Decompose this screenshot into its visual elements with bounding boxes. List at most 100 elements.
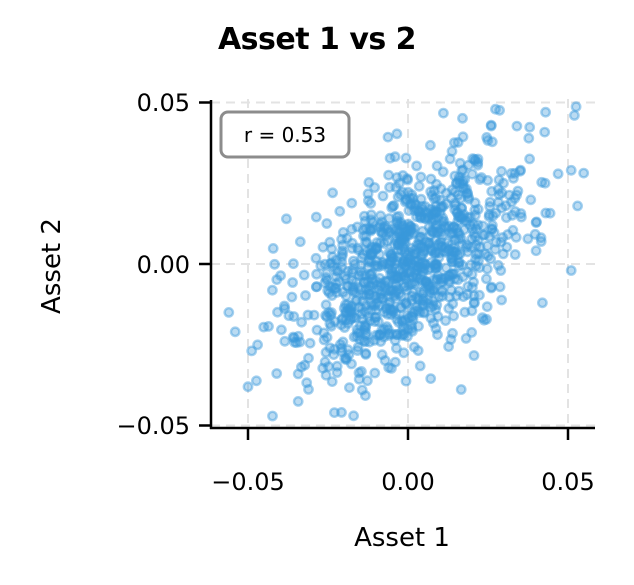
data-point <box>337 239 349 251</box>
data-point <box>456 202 467 214</box>
data-point <box>446 228 458 240</box>
data-point <box>421 207 433 219</box>
data-point <box>408 248 420 260</box>
data-point <box>481 301 493 312</box>
data-point <box>365 209 377 221</box>
data-point <box>356 384 368 396</box>
data-point <box>369 290 380 302</box>
data-point <box>366 249 377 261</box>
data-point <box>373 329 385 341</box>
data-point <box>346 274 358 286</box>
data-point <box>468 227 480 239</box>
data-point <box>466 305 478 317</box>
data-point <box>447 250 458 262</box>
data-point <box>390 278 402 290</box>
data-point <box>334 339 346 350</box>
data-point <box>400 193 412 205</box>
data-point <box>430 200 442 212</box>
data-point <box>435 194 446 206</box>
data-point <box>565 164 577 176</box>
data-point <box>331 286 343 298</box>
data-point <box>432 269 444 281</box>
data-point <box>470 239 482 251</box>
data-point <box>457 271 469 283</box>
data-point <box>360 289 372 301</box>
data-point <box>288 332 300 344</box>
data-point <box>492 183 504 195</box>
data-point <box>449 234 461 245</box>
data-point <box>336 251 348 263</box>
data-point <box>398 232 410 244</box>
data-point <box>345 303 357 315</box>
data-point <box>358 276 370 288</box>
data-point <box>415 231 427 243</box>
data-point <box>453 285 465 297</box>
data-point <box>378 258 389 270</box>
data-point <box>311 281 323 293</box>
data-point <box>509 192 521 204</box>
data-point <box>449 186 461 198</box>
data-point <box>397 316 409 327</box>
data-point <box>405 242 417 254</box>
data-point <box>385 309 397 320</box>
data-point <box>336 256 347 268</box>
data-point <box>469 153 481 165</box>
data-point <box>412 205 424 217</box>
data-point <box>529 228 541 240</box>
data-point <box>417 266 429 278</box>
data-point <box>448 242 460 254</box>
data-point <box>321 331 333 343</box>
data-point <box>388 273 400 285</box>
data-point <box>348 410 359 422</box>
data-point <box>407 286 419 298</box>
data-point <box>406 294 418 306</box>
data-point <box>446 223 457 234</box>
data-point <box>445 228 457 240</box>
data-point <box>402 256 414 268</box>
data-point <box>428 204 440 216</box>
data-point <box>419 201 431 212</box>
data-point <box>462 281 474 292</box>
data-point <box>376 349 388 361</box>
data-point <box>356 313 368 325</box>
data-point <box>462 191 474 203</box>
data-point <box>470 253 481 265</box>
data-point <box>428 185 440 196</box>
data-point <box>462 266 473 278</box>
data-point <box>341 232 353 244</box>
data-point <box>340 307 352 319</box>
data-point <box>406 320 417 331</box>
data-point <box>486 136 498 148</box>
data-point <box>399 280 411 292</box>
data-point <box>390 235 402 247</box>
data-point <box>468 276 479 288</box>
data-point <box>418 295 430 307</box>
data-point <box>460 332 472 344</box>
data-point <box>398 281 410 293</box>
data-point <box>401 331 413 342</box>
data-point <box>413 234 425 246</box>
data-point <box>427 226 439 238</box>
data-point <box>383 298 394 310</box>
data-point <box>397 258 409 269</box>
data-point <box>494 104 505 116</box>
data-point <box>486 223 498 235</box>
data-point <box>385 249 396 260</box>
data-point <box>359 336 371 348</box>
data-point <box>389 151 401 163</box>
data-point <box>405 220 416 232</box>
data-point <box>454 157 466 169</box>
data-point <box>369 316 381 327</box>
data-point <box>443 341 454 352</box>
data-point <box>409 244 421 256</box>
data-point <box>417 294 429 306</box>
data-point <box>468 350 480 361</box>
data-point <box>299 359 311 371</box>
data-point <box>426 189 438 201</box>
data-point <box>292 395 304 407</box>
data-point <box>466 326 478 338</box>
data-point <box>446 145 458 157</box>
data-point <box>422 278 434 290</box>
data-point <box>418 245 430 257</box>
